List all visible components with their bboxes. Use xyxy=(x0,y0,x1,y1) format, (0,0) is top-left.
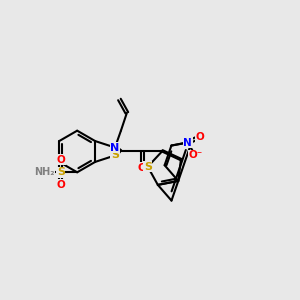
Text: S: S xyxy=(57,167,65,177)
Text: S: S xyxy=(144,162,152,172)
Text: NH₂: NH₂ xyxy=(34,167,55,177)
Text: N: N xyxy=(183,138,192,148)
Text: O: O xyxy=(56,155,65,165)
Text: O: O xyxy=(138,163,147,173)
Text: N: N xyxy=(110,142,120,152)
Text: O: O xyxy=(196,132,205,142)
Text: O⁻: O⁻ xyxy=(188,150,202,160)
Text: S: S xyxy=(111,151,119,160)
Text: O: O xyxy=(56,180,65,190)
